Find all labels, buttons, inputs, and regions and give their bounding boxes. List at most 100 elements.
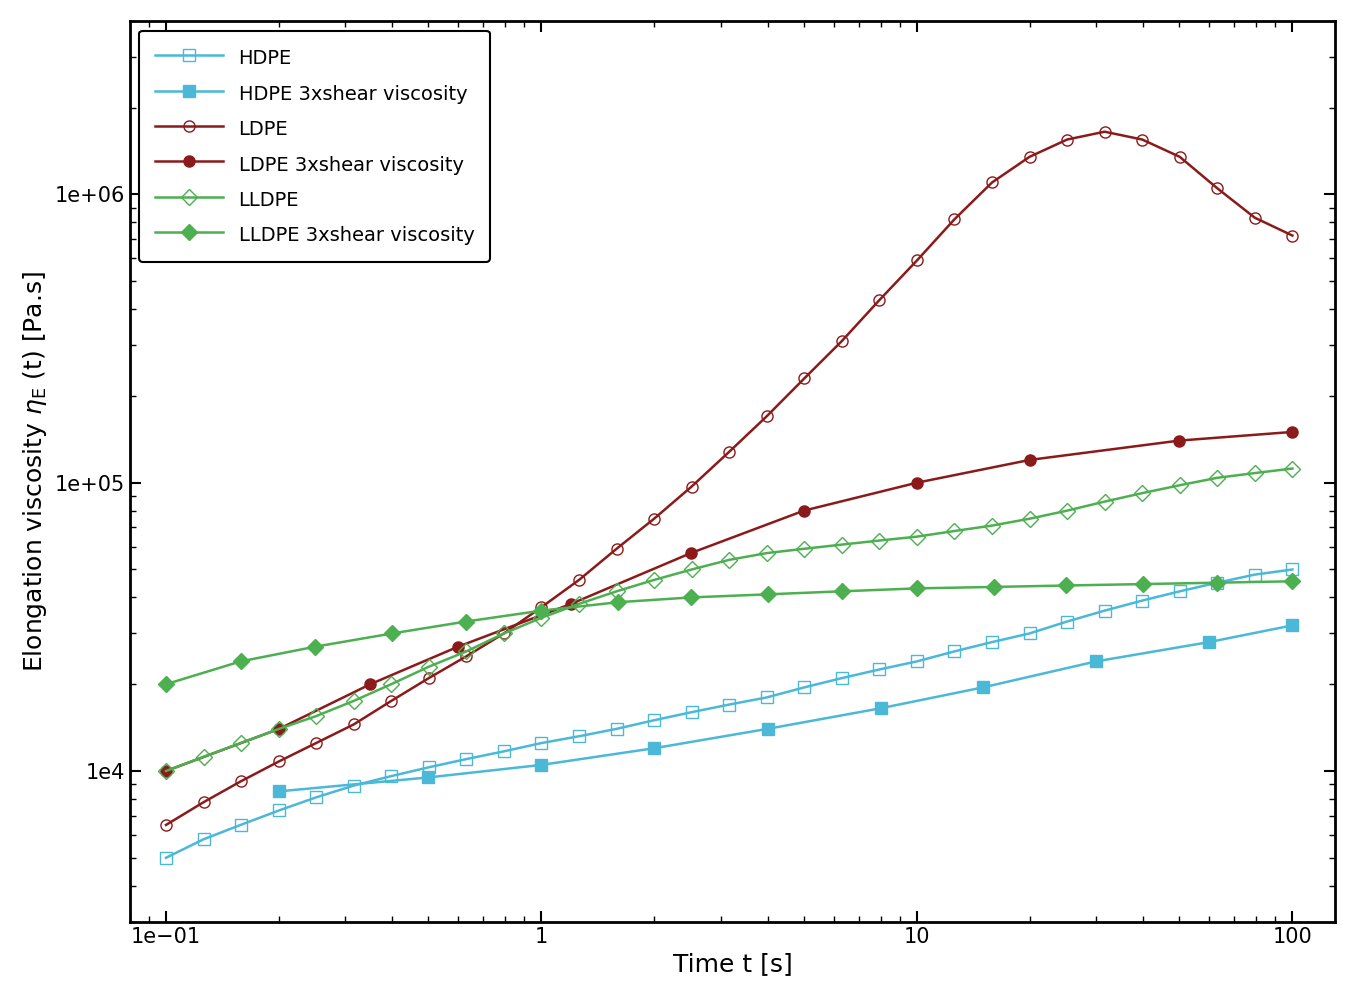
LDPE [1284, 229, 1300, 241]
LDPE [458, 650, 475, 662]
Legend: HDPE, HDPE 3xshear viscosity, LDPE, LDPE 3xshear viscosity, LLDPE, LLDPE 3xshear: HDPE, HDPE 3xshear viscosity, LDPE, LDPE… [140, 31, 490, 262]
LDPE [232, 776, 248, 788]
LDPE [1210, 182, 1226, 194]
Line: HDPE: HDPE [160, 564, 1298, 863]
LLDPE 3xshear viscosity [759, 588, 776, 600]
LLDPE 3xshear viscosity [986, 581, 1002, 593]
LLDPE [909, 530, 925, 542]
LDPE 3xshear viscosity [909, 477, 925, 489]
LLDPE [271, 723, 287, 735]
LLDPE [683, 563, 700, 575]
Line: HDPE 3xshear viscosity: HDPE 3xshear viscosity [274, 620, 1298, 797]
LLDPE [533, 612, 549, 624]
HDPE 3xshear viscosity [759, 723, 776, 735]
HDPE [909, 655, 925, 667]
LDPE 3xshear viscosity [450, 641, 466, 653]
HDPE 3xshear viscosity [533, 759, 549, 771]
LDPE 3xshear viscosity [1284, 426, 1300, 438]
LLDPE [984, 519, 1001, 531]
LDPE [533, 601, 549, 613]
LDPE [683, 481, 700, 493]
HDPE [645, 714, 662, 726]
LLDPE [872, 534, 888, 546]
LLDPE 3xshear viscosity [308, 641, 324, 653]
LDPE 3xshear viscosity [563, 598, 579, 610]
HDPE 3xshear viscosity [1201, 636, 1218, 648]
LLDPE 3xshear viscosity [610, 596, 626, 608]
HDPE [721, 699, 738, 711]
LLDPE [1246, 467, 1262, 479]
LLDPE [645, 574, 662, 586]
HDPE [1172, 585, 1188, 597]
LLDPE [1284, 463, 1300, 475]
LDPE 3xshear viscosity [682, 547, 698, 559]
LDPE 3xshear viscosity [362, 678, 378, 690]
LDPE [984, 176, 1001, 188]
LDPE [834, 335, 850, 347]
HDPE [1134, 594, 1150, 606]
LLDPE 3xshear viscosity [533, 604, 549, 616]
Line: LLDPE 3xshear viscosity: LLDPE 3xshear viscosity [160, 575, 1298, 690]
LDPE [872, 294, 888, 306]
LLDPE [946, 525, 963, 537]
LLDPE 3xshear viscosity [458, 615, 475, 627]
LLDPE [458, 645, 475, 657]
LLDPE [1172, 480, 1188, 492]
HDPE [271, 805, 287, 817]
HDPE 3xshear viscosity [271, 786, 287, 798]
LDPE [758, 411, 774, 423]
HDPE [796, 681, 812, 693]
HDPE [420, 762, 437, 774]
HDPE 3xshear viscosity [1284, 619, 1300, 631]
LDPE [645, 512, 662, 524]
HDPE [1210, 576, 1226, 588]
LLDPE [157, 765, 174, 777]
HDPE [232, 819, 248, 831]
LDPE [271, 756, 287, 768]
LLDPE [1097, 496, 1113, 507]
LLDPE 3xshear viscosity [1284, 575, 1300, 587]
HDPE [195, 833, 212, 845]
LLDPE [1021, 512, 1037, 524]
LLDPE [384, 678, 400, 690]
LLDPE [834, 538, 850, 550]
LLDPE [721, 554, 738, 566]
LLDPE 3xshear viscosity [384, 627, 400, 639]
HDPE [834, 672, 850, 684]
HDPE [496, 746, 513, 758]
LLDPE [571, 598, 587, 610]
HDPE [984, 636, 1001, 648]
LLDPE [1059, 504, 1075, 516]
LLDPE [758, 547, 774, 559]
Y-axis label: Elongation viscosity $\eta_{\sf E}$ (t) [Pa.s]: Elongation viscosity $\eta_{\sf E}$ (t) … [20, 271, 49, 672]
LDPE [496, 627, 513, 639]
LDPE [1134, 134, 1150, 146]
LLDPE 3xshear viscosity [909, 582, 925, 594]
HDPE [458, 753, 475, 765]
HDPE [609, 723, 625, 735]
LDPE [195, 797, 212, 809]
LLDPE 3xshear viscosity [1135, 578, 1151, 590]
LDPE [420, 672, 437, 684]
LLDPE [1134, 488, 1150, 499]
LDPE [157, 819, 174, 831]
LLDPE [1210, 472, 1226, 484]
LDPE [308, 737, 324, 749]
HDPE [758, 692, 774, 704]
LLDPE [609, 585, 625, 597]
LLDPE 3xshear viscosity [834, 585, 850, 597]
HDPE [1246, 568, 1262, 580]
LDPE [1059, 134, 1075, 146]
HDPE [683, 706, 700, 718]
LDPE [1097, 126, 1113, 138]
LDPE 3xshear viscosity [1172, 435, 1188, 447]
LDPE [946, 213, 963, 225]
LDPE [571, 574, 587, 586]
LDPE [384, 695, 400, 707]
LLDPE 3xshear viscosity [157, 678, 174, 690]
LLDPE [308, 710, 324, 722]
LLDPE [195, 751, 212, 763]
HDPE 3xshear viscosity [420, 772, 437, 784]
HDPE [946, 645, 963, 657]
HDPE [346, 780, 362, 792]
